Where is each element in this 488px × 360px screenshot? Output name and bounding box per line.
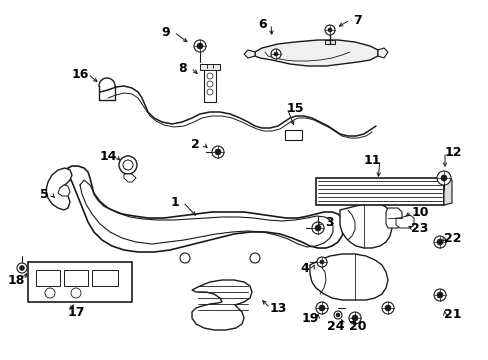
Circle shape	[436, 171, 450, 185]
Polygon shape	[254, 40, 377, 66]
Polygon shape	[92, 270, 118, 286]
Circle shape	[119, 156, 137, 174]
Polygon shape	[285, 130, 302, 140]
Circle shape	[436, 292, 442, 298]
Circle shape	[311, 222, 324, 234]
Circle shape	[194, 40, 205, 52]
Text: 22: 22	[443, 231, 461, 244]
Text: 15: 15	[285, 102, 303, 114]
Circle shape	[20, 266, 24, 270]
Polygon shape	[339, 203, 391, 248]
Circle shape	[351, 315, 357, 321]
Text: 8: 8	[178, 62, 187, 75]
Polygon shape	[58, 185, 70, 196]
Text: 23: 23	[410, 221, 428, 234]
Circle shape	[327, 28, 331, 32]
Polygon shape	[64, 270, 88, 286]
Circle shape	[273, 52, 278, 56]
Polygon shape	[443, 178, 451, 205]
Circle shape	[270, 49, 281, 59]
Text: 10: 10	[410, 206, 428, 219]
Circle shape	[348, 312, 360, 324]
Polygon shape	[124, 174, 136, 182]
Text: 1: 1	[170, 195, 179, 208]
Circle shape	[180, 253, 190, 263]
Text: 11: 11	[363, 153, 380, 166]
Text: 18: 18	[7, 274, 24, 287]
Circle shape	[315, 302, 327, 314]
Text: 2: 2	[190, 138, 199, 150]
Circle shape	[314, 225, 320, 231]
Circle shape	[333, 311, 341, 319]
Polygon shape	[68, 166, 343, 252]
Circle shape	[440, 175, 446, 181]
Circle shape	[17, 263, 27, 273]
Circle shape	[197, 43, 203, 49]
Polygon shape	[192, 280, 251, 330]
Text: 9: 9	[162, 26, 170, 39]
Polygon shape	[28, 262, 132, 302]
Text: 6: 6	[258, 18, 267, 31]
Circle shape	[97, 273, 107, 283]
Polygon shape	[395, 215, 413, 228]
Circle shape	[206, 81, 213, 87]
Text: 7: 7	[353, 13, 362, 27]
Circle shape	[436, 239, 442, 245]
Circle shape	[71, 288, 81, 298]
Text: 17: 17	[67, 306, 84, 319]
Circle shape	[206, 73, 213, 79]
Text: 21: 21	[443, 307, 461, 320]
Circle shape	[316, 257, 326, 267]
Circle shape	[123, 160, 133, 170]
Circle shape	[384, 305, 390, 311]
Polygon shape	[203, 68, 216, 102]
Text: 3: 3	[325, 216, 334, 229]
Text: 12: 12	[443, 145, 461, 158]
Text: 19: 19	[301, 311, 318, 324]
Polygon shape	[200, 64, 220, 70]
Text: 16: 16	[71, 68, 88, 81]
Polygon shape	[377, 48, 387, 58]
Polygon shape	[244, 50, 254, 58]
Text: 14: 14	[99, 149, 117, 162]
Polygon shape	[325, 40, 334, 44]
Circle shape	[249, 253, 260, 263]
Polygon shape	[309, 254, 387, 300]
Polygon shape	[36, 270, 60, 286]
Text: 13: 13	[269, 302, 286, 315]
Text: 20: 20	[348, 320, 366, 333]
Circle shape	[433, 236, 445, 248]
Circle shape	[335, 313, 339, 317]
Text: 5: 5	[40, 189, 48, 202]
Polygon shape	[46, 168, 72, 210]
Circle shape	[319, 260, 324, 264]
Polygon shape	[385, 208, 401, 228]
Circle shape	[433, 289, 445, 301]
Circle shape	[215, 149, 221, 155]
Circle shape	[318, 305, 325, 311]
Circle shape	[212, 146, 224, 158]
Text: 4: 4	[300, 261, 309, 274]
Circle shape	[381, 302, 393, 314]
Circle shape	[206, 89, 213, 95]
Circle shape	[45, 288, 55, 298]
Polygon shape	[315, 178, 443, 205]
Text: 24: 24	[326, 320, 344, 333]
Circle shape	[325, 25, 334, 35]
